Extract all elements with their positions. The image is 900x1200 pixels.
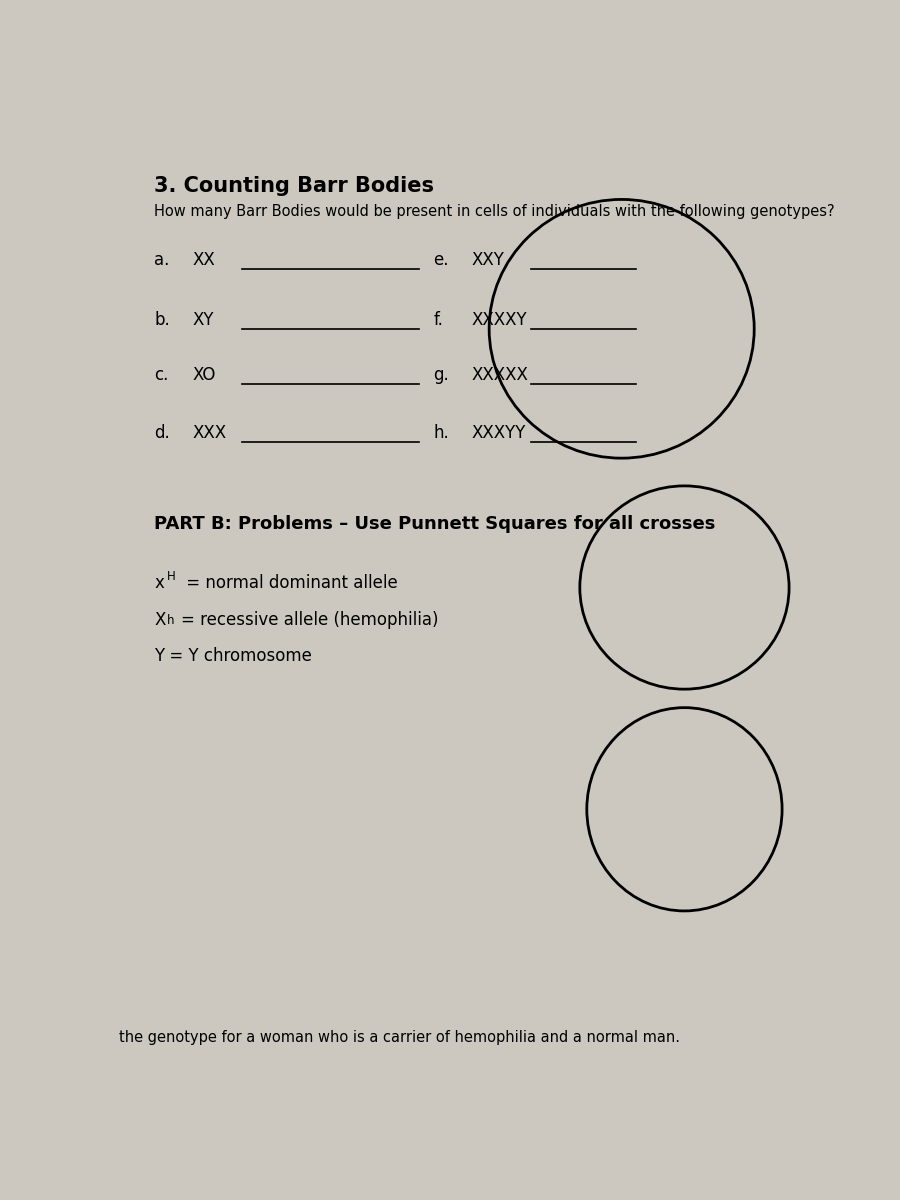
Text: XXXXY: XXXXY bbox=[472, 311, 527, 329]
Text: g.: g. bbox=[434, 366, 449, 384]
Text: f.: f. bbox=[434, 311, 443, 329]
Text: How many Barr Bodies would be present in cells of individuals with the following: How many Barr Bodies would be present in… bbox=[155, 204, 835, 220]
Text: b.: b. bbox=[155, 311, 170, 329]
Text: XY: XY bbox=[193, 311, 214, 329]
Text: XXY: XXY bbox=[472, 251, 505, 269]
Text: XO: XO bbox=[193, 366, 216, 384]
Text: H: H bbox=[166, 570, 176, 583]
Text: XXX: XXX bbox=[193, 424, 227, 442]
Text: the genotype for a woman who is a carrier of hemophilia and a normal man.: the genotype for a woman who is a carrie… bbox=[120, 1030, 680, 1045]
Text: PART B: Problems – Use Punnett Squares for all crosses: PART B: Problems – Use Punnett Squares f… bbox=[155, 516, 716, 534]
Text: = normal dominant allele: = normal dominant allele bbox=[181, 574, 398, 592]
Text: XXXXX: XXXXX bbox=[472, 366, 528, 384]
Text: c.: c. bbox=[155, 366, 168, 384]
Text: XX: XX bbox=[193, 251, 215, 269]
Text: d.: d. bbox=[155, 424, 170, 442]
Text: Y = Y chromosome: Y = Y chromosome bbox=[155, 647, 312, 665]
Text: X: X bbox=[155, 611, 166, 629]
Text: x: x bbox=[155, 574, 164, 592]
Text: XXXYY: XXXYY bbox=[472, 424, 526, 442]
Text: 3. Counting Barr Bodies: 3. Counting Barr Bodies bbox=[155, 176, 435, 197]
Text: h.: h. bbox=[434, 424, 449, 442]
Text: a.: a. bbox=[155, 251, 170, 269]
Text: = recessive allele (hemophilia): = recessive allele (hemophilia) bbox=[181, 611, 438, 629]
Text: e.: e. bbox=[434, 251, 449, 269]
Text: h: h bbox=[166, 614, 175, 628]
